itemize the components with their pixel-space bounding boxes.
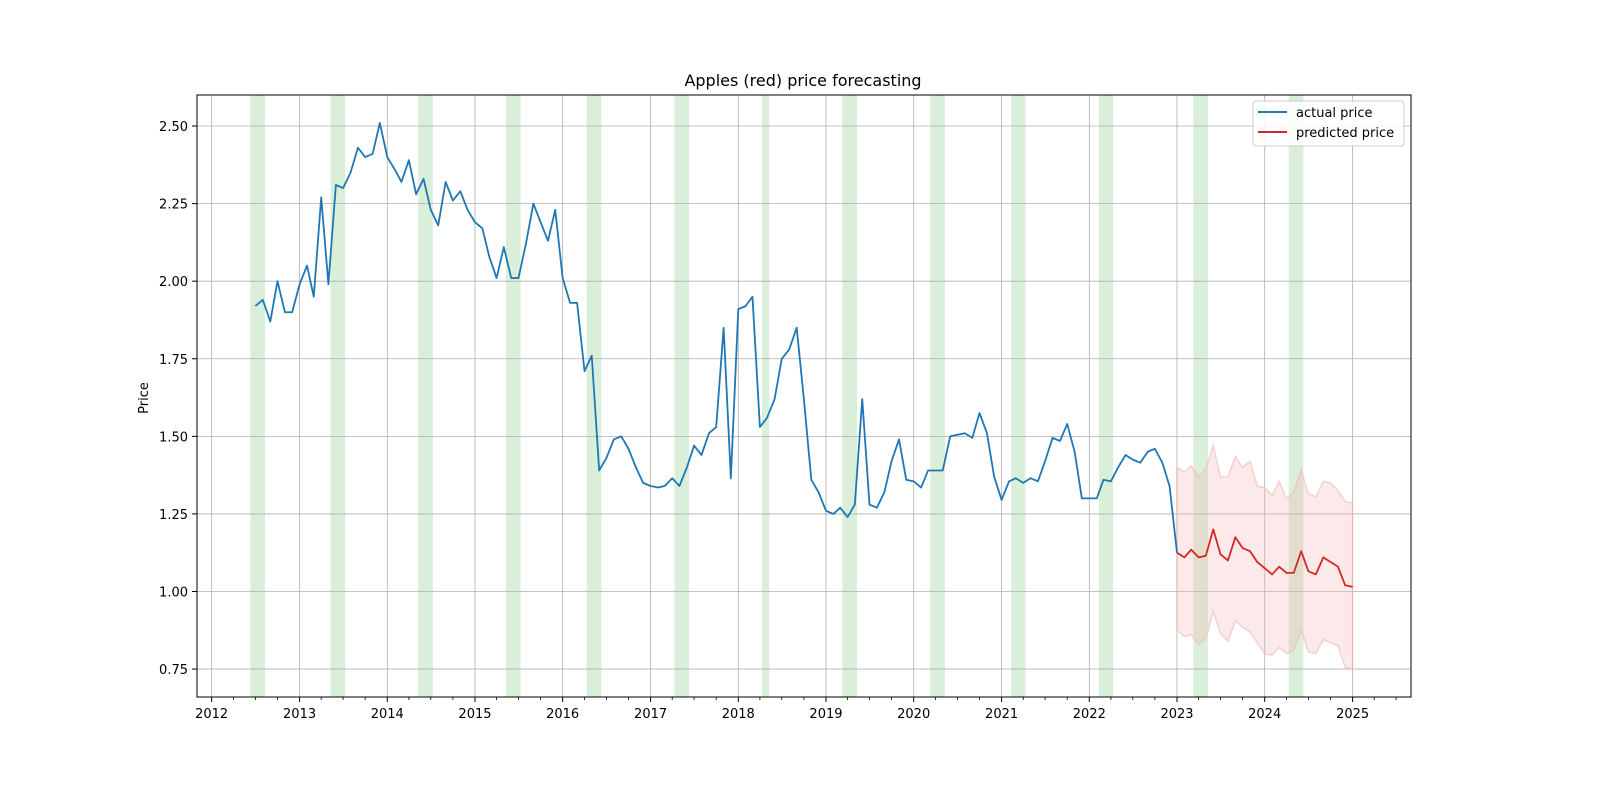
y-tick-label: 2.00 <box>159 275 188 290</box>
highlight-span <box>930 95 945 697</box>
x-tick-label: 2020 <box>897 707 930 722</box>
x-tick-label: 2024 <box>1248 707 1281 722</box>
x-tick-label: 2019 <box>809 707 842 722</box>
highlight-span <box>1011 95 1026 697</box>
legend-label-predicted: predicted price <box>1296 126 1394 141</box>
chart-title: Apples (red) price forecasting <box>684 71 921 90</box>
highlight-span <box>1193 95 1208 697</box>
x-tick-label: 2022 <box>1073 707 1106 722</box>
grid-lines <box>197 95 1411 697</box>
highlight-span <box>250 95 265 697</box>
y-tick-label: 1.00 <box>159 585 188 600</box>
highlight-span <box>762 95 770 697</box>
x-tick-label: 2012 <box>195 707 228 722</box>
highlight-span <box>1288 95 1304 697</box>
x-tick-label: 2018 <box>722 707 755 722</box>
y-axis-label: Price <box>137 382 152 414</box>
series-layer <box>254 122 1353 588</box>
confidence-band <box>1176 442 1354 670</box>
y-tick-label: 1.50 <box>159 430 188 445</box>
predicted-price-line <box>1176 528 1353 588</box>
highlight-span <box>418 95 433 697</box>
y-tick-label: 0.75 <box>159 663 188 678</box>
actual-price-line <box>254 122 1178 553</box>
highlight-span <box>330 95 346 697</box>
x-tick-label: 2017 <box>634 707 667 722</box>
x-tick-label: 2025 <box>1336 707 1369 722</box>
plot-area <box>196 94 1412 698</box>
highlight-spans <box>250 95 1304 697</box>
y-tick-label: 1.75 <box>159 353 188 368</box>
highlight-span <box>674 95 690 697</box>
legend-box <box>1252 100 1405 147</box>
x-tick-label: 2023 <box>1160 707 1193 722</box>
y-tick-label: 2.50 <box>159 120 188 135</box>
x-tick-label: 2013 <box>283 707 316 722</box>
legend: actual price predicted price <box>1252 100 1405 147</box>
legend-label-actual: actual price <box>1296 106 1373 121</box>
y-tick-label: 2.25 <box>159 198 188 213</box>
x-tick-label: 2015 <box>458 707 491 722</box>
y-tick-label: 1.25 <box>159 508 188 523</box>
axes: 2012 2013 2014 2015 2016 2017 2018 2019 2020 2021… <box>159 120 1397 722</box>
highlight-span <box>505 95 521 697</box>
highlight-span <box>842 95 857 697</box>
x-tick-label: 2016 <box>546 707 579 722</box>
highlight-span <box>1098 95 1114 697</box>
x-tick-label: 2021 <box>985 707 1018 722</box>
confidence-band-layer <box>1176 442 1354 670</box>
x-tick-label: 2014 <box>371 707 404 722</box>
